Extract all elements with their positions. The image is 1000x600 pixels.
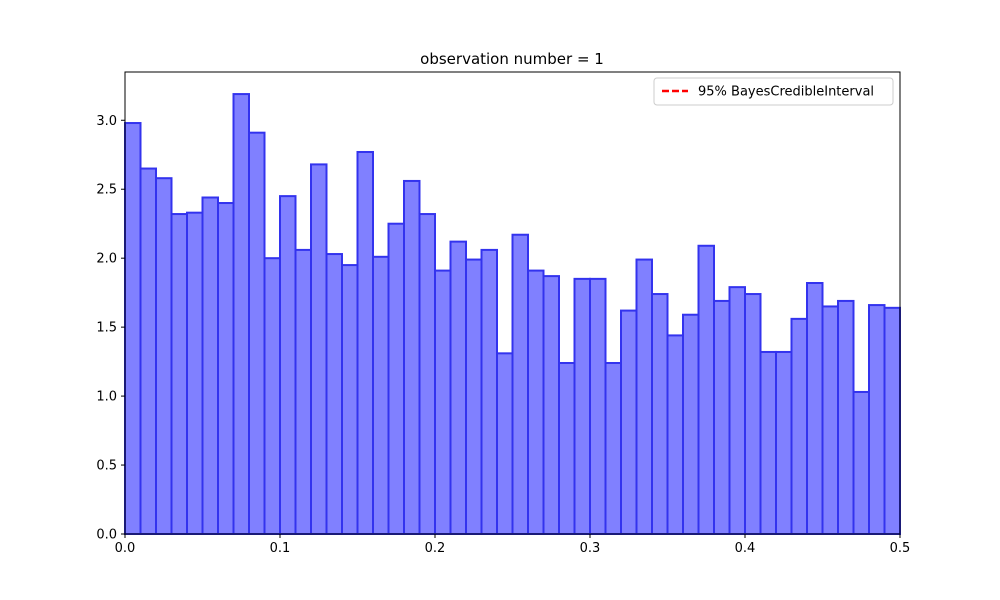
histogram-bar xyxy=(403,179,421,535)
histogram-bar xyxy=(232,93,250,535)
chart-title: observation number = 1 xyxy=(420,50,604,68)
histogram-bar xyxy=(279,195,297,535)
histogram-bar xyxy=(573,277,591,535)
histogram-bar xyxy=(217,202,235,535)
histogram-bar xyxy=(372,255,390,535)
y-tick-label: 2.0 xyxy=(96,252,117,267)
histogram-bar xyxy=(170,213,188,535)
histogram-bar xyxy=(620,309,638,536)
histogram-bar xyxy=(744,293,762,535)
histogram-bar xyxy=(868,304,886,536)
histogram-bar xyxy=(666,334,684,536)
legend-box xyxy=(653,77,894,106)
histogram-bar xyxy=(542,275,560,535)
histogram-bar xyxy=(527,269,545,535)
y-tick-label: 3.0 xyxy=(96,114,117,129)
histogram-bar xyxy=(713,299,731,535)
x-tick-label: 0.2 xyxy=(425,541,446,556)
plot-frame xyxy=(124,71,901,535)
histogram-bar xyxy=(294,248,312,535)
histogram-bar xyxy=(806,282,824,535)
histogram-bar xyxy=(604,361,622,536)
histogram-bar xyxy=(263,257,281,535)
histogram-bar xyxy=(728,286,746,535)
y-tick-label: 1.0 xyxy=(96,390,117,405)
bars-group xyxy=(124,93,901,536)
x-tick-label: 0.4 xyxy=(735,541,756,556)
histogram-bar xyxy=(124,122,142,536)
histogram-bar xyxy=(852,390,870,535)
histogram-bar xyxy=(821,305,839,535)
y-tick-label: 0.5 xyxy=(96,459,117,474)
x-tick-label: 0.3 xyxy=(580,541,601,556)
histogram-bar xyxy=(651,293,669,535)
y-tick-label: 1.5 xyxy=(96,321,117,336)
histogram-bar xyxy=(697,244,715,536)
histogram-bar xyxy=(759,350,777,536)
histogram-bar xyxy=(434,269,452,535)
histogram-bar xyxy=(496,352,514,535)
x-tick-label: 0.5 xyxy=(890,541,911,556)
histogram-bar xyxy=(418,213,436,535)
x-tick-label: 0.0 xyxy=(115,541,136,556)
y-tick-label: 2.5 xyxy=(96,183,117,198)
histogram-bar xyxy=(325,253,343,536)
histogram-bar xyxy=(201,196,219,535)
histogram-bar xyxy=(310,163,328,535)
histogram-bar xyxy=(775,350,793,536)
legend: 95% BayesCredibleInterval xyxy=(653,77,894,106)
histogram-bar xyxy=(511,233,529,536)
histogram-bar xyxy=(790,317,808,536)
histogram-bar xyxy=(589,277,607,535)
histogram-bar xyxy=(387,222,405,535)
histogram-bar xyxy=(480,248,498,535)
histogram-bar xyxy=(465,258,483,535)
histogram-bar xyxy=(883,306,901,536)
histogram-bar xyxy=(558,361,576,536)
legend-entry-label: 95% BayesCredibleInterval xyxy=(698,85,874,100)
histogram-bar xyxy=(356,150,374,535)
histogram-bar xyxy=(155,177,173,535)
histogram-bar xyxy=(682,313,700,535)
x-tick-label: 0.1 xyxy=(270,541,291,556)
histogram-bar xyxy=(837,299,855,535)
y-tick-label: 0.0 xyxy=(96,528,117,543)
histogram-bar xyxy=(635,258,653,535)
histogram-bar xyxy=(449,240,467,535)
histogram-bar xyxy=(139,167,157,535)
histogram-bar xyxy=(341,264,359,535)
histogram-bar xyxy=(186,211,204,535)
axis-ticks: 0.0 0.1 0.2 0.3 0.4 0.5 0.0 0.5 1.0 1.5 2.0 2.5 3.0 xyxy=(96,114,910,556)
histogram-bar xyxy=(248,131,266,535)
